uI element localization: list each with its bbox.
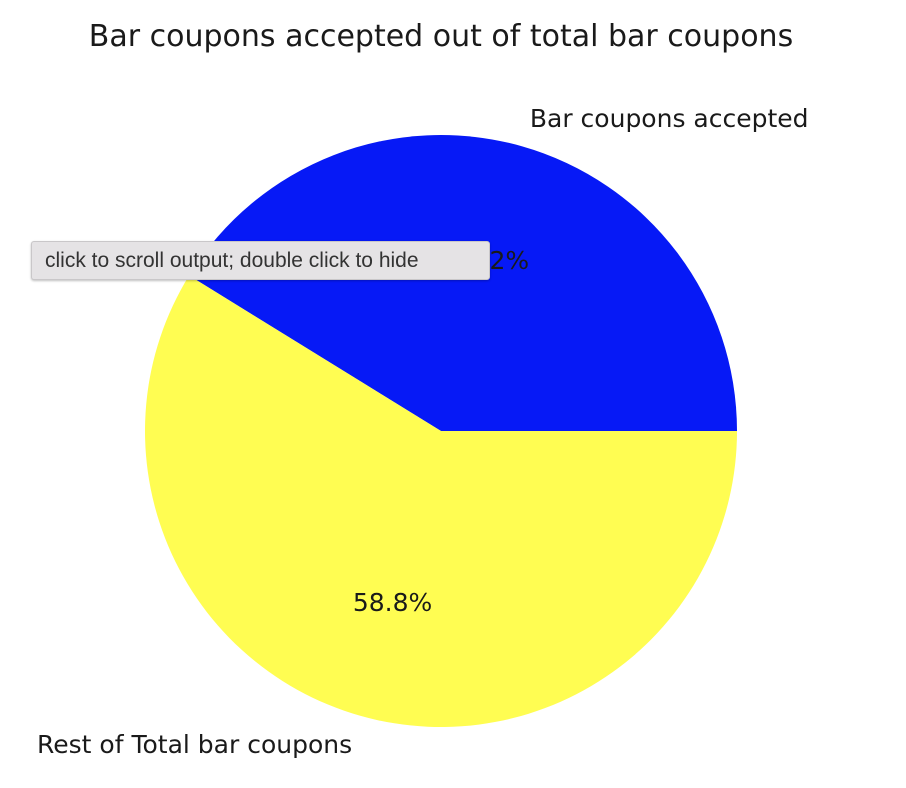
pie-slice-1	[189, 135, 737, 431]
scroll-output-tooltip[interactable]: click to scroll output; double click to …	[31, 241, 490, 280]
pie-slice-label-1: Bar coupons accepted	[530, 104, 809, 133]
chart-title: Bar coupons accepted out of total bar co…	[89, 19, 793, 54]
pie-pct-label-2: 58.8%	[353, 588, 432, 617]
pie-slice-2	[144, 275, 737, 728]
pie-slice-label-2: Rest of Total bar coupons	[37, 730, 352, 759]
